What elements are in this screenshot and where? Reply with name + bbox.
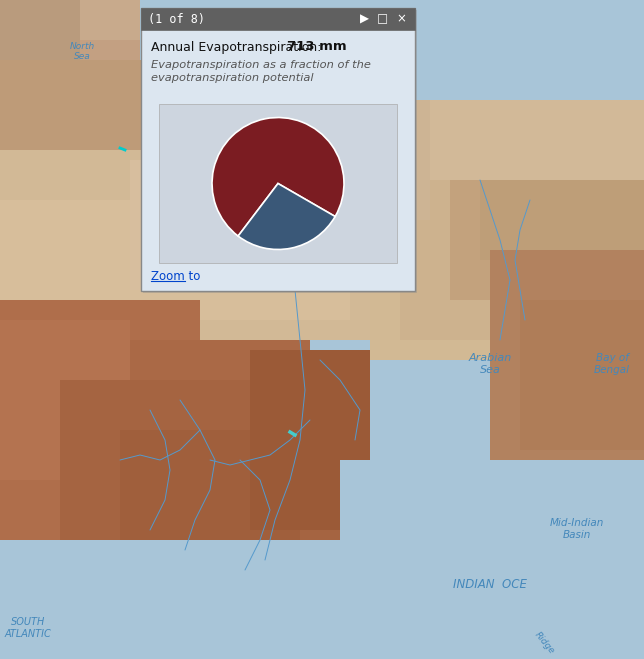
Bar [159, 104, 397, 263]
Text: INDIAN  OCE: INDIAN OCE [453, 578, 527, 591]
Bar [141, 8, 415, 291]
Text: □: □ [377, 13, 388, 26]
Text: ×: × [396, 13, 406, 26]
Text: ▶: ▶ [359, 13, 368, 26]
Bar [141, 8, 415, 30]
Text: Bay of
Bengal: Bay of Bengal [594, 353, 630, 374]
Text: North
Sea: North Sea [70, 42, 95, 61]
Text: 713 mm: 713 mm [287, 40, 347, 53]
Wedge shape [212, 117, 344, 236]
Text: Annual Evapotranspiration:: Annual Evapotranspiration: [151, 40, 325, 53]
Text: Evapotranspiration as a fraction of the
evapotranspiration potential: Evapotranspiration as a fraction of the … [151, 60, 371, 83]
Text: SOUTH
ATLANTIC: SOUTH ATLANTIC [5, 617, 52, 639]
Text: Arabian
Sea: Arabian Sea [468, 353, 511, 374]
Wedge shape [238, 183, 335, 250]
Text: Mid-Indian
Basin: Mid-Indian Basin [550, 518, 604, 540]
Bar [143, 10, 417, 293]
Text: (1 of 8): (1 of 8) [148, 13, 205, 26]
Text: Zoom to: Zoom to [151, 270, 200, 283]
Text: Ridge: Ridge [533, 630, 556, 656]
